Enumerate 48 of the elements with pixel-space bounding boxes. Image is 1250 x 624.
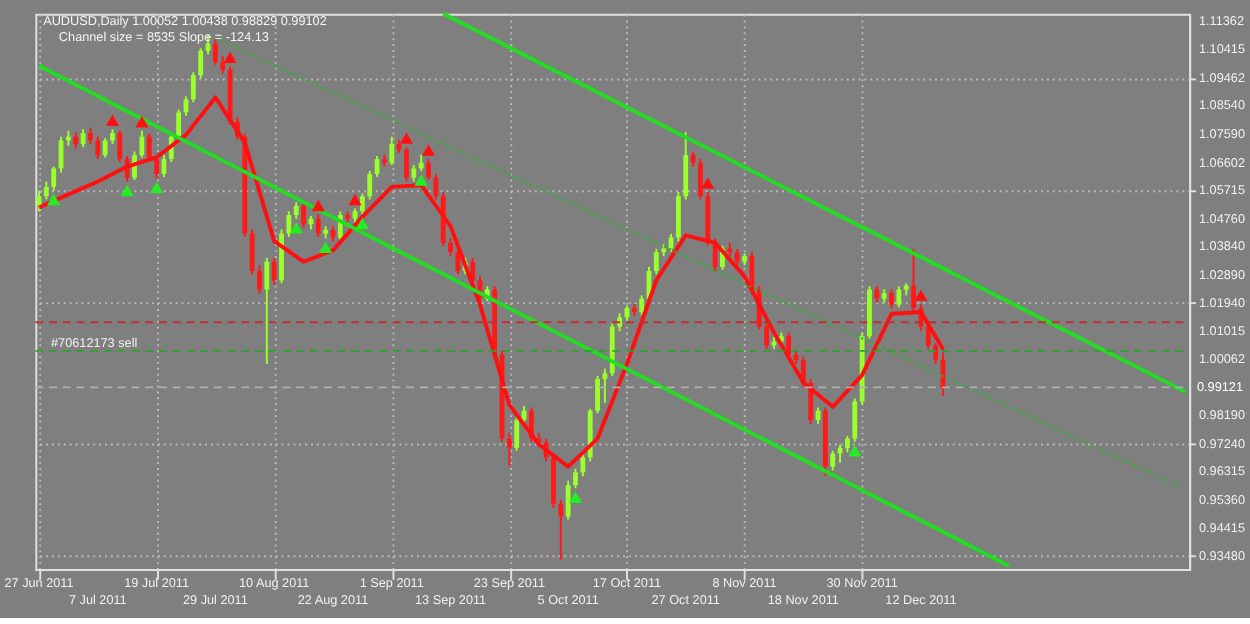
point bbox=[399, 132, 414, 144]
point bbox=[319, 241, 333, 254]
candlestick bbox=[573, 467, 578, 490]
candlestick bbox=[264, 256, 270, 366]
candlestick bbox=[117, 129, 123, 164]
candlestick bbox=[580, 452, 586, 478]
point bbox=[311, 199, 325, 212]
candlestick bbox=[514, 415, 520, 452]
point bbox=[135, 115, 149, 128]
candlestick bbox=[683, 131, 689, 201]
candlestick bbox=[896, 285, 902, 309]
candlestick bbox=[830, 449, 836, 472]
candlestick bbox=[389, 135, 395, 167]
candlestick bbox=[595, 375, 600, 415]
candlestick bbox=[367, 170, 373, 201]
point bbox=[914, 289, 928, 301]
point bbox=[414, 174, 428, 186]
point bbox=[47, 193, 61, 206]
point bbox=[105, 114, 120, 126]
candlestick bbox=[95, 135, 101, 161]
candlestick bbox=[565, 479, 571, 521]
point bbox=[701, 177, 715, 189]
point bbox=[150, 181, 164, 194]
candlestick bbox=[639, 294, 645, 316]
candlestick bbox=[889, 288, 894, 310]
candlestick bbox=[301, 201, 306, 229]
candlestick bbox=[852, 397, 858, 443]
point bbox=[120, 184, 134, 197]
point bbox=[355, 217, 369, 230]
candlestick bbox=[506, 431, 512, 467]
candlestick bbox=[102, 137, 108, 159]
candlestick bbox=[433, 173, 439, 201]
candlestick bbox=[190, 71, 196, 104]
candlestick bbox=[359, 192, 365, 216]
candlestick bbox=[764, 322, 770, 351]
point bbox=[421, 144, 436, 156]
point bbox=[568, 491, 583, 503]
candlestick bbox=[271, 256, 277, 286]
point bbox=[848, 445, 862, 457]
point bbox=[348, 193, 362, 206]
candlestick bbox=[558, 499, 564, 561]
candlestick bbox=[675, 191, 681, 243]
point bbox=[223, 51, 237, 64]
point bbox=[289, 222, 303, 234]
candlestick bbox=[198, 47, 204, 80]
candlestick bbox=[51, 165, 57, 192]
candlestick bbox=[212, 38, 218, 66]
candlestick bbox=[653, 247, 659, 276]
